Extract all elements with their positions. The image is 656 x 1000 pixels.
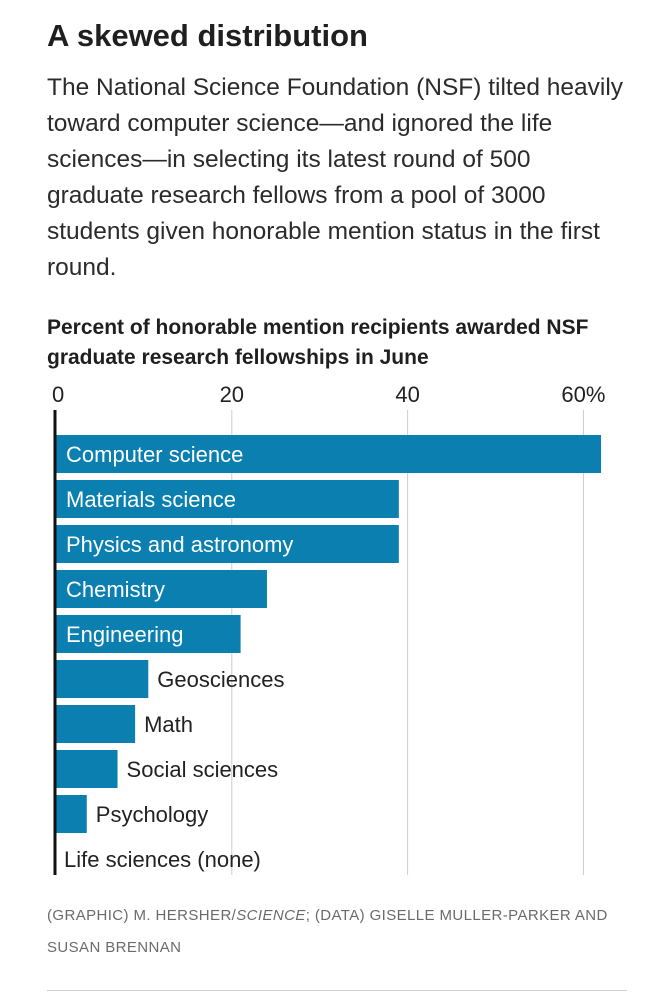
- chart-description: The National Science Foundation (NSF) ti…: [47, 74, 624, 281]
- credit-italic: SCIENCE: [236, 907, 306, 924]
- bar-label: Life sciences (none): [64, 847, 261, 872]
- x-tick-label: 20: [220, 382, 244, 407]
- bars: Computer science Materials science Physics…: [56, 435, 601, 872]
- bar: [56, 435, 601, 473]
- chart-subtitle: Percent of honorable mention recipients …: [47, 316, 589, 369]
- bar-label: Social sciences: [127, 757, 279, 782]
- bar-label: Geosciences: [157, 667, 284, 692]
- x-tick-labels: 0 20 40 60%: [52, 382, 605, 407]
- bar-label: Physics and astronomy: [66, 532, 293, 557]
- bar-label: Psychology: [96, 802, 209, 827]
- bar: [56, 615, 241, 653]
- bar: [56, 480, 399, 518]
- bar: [56, 795, 87, 833]
- bar-label: Chemistry: [66, 577, 165, 602]
- bottom-divider: [47, 990, 627, 991]
- source-credit: (GRAPHIC) M. HERSHER/SCIENCE; (DATA) GIS…: [47, 900, 627, 964]
- bar-label: Materials science: [66, 487, 236, 512]
- credit-prefix: (GRAPHIC) M. HERSHER/: [47, 907, 237, 924]
- bar-label: Math: [144, 712, 193, 737]
- gridlines: [231, 410, 584, 875]
- bar-label: Engineering: [66, 622, 183, 647]
- bar: [56, 525, 399, 563]
- bar: [56, 660, 149, 698]
- x-tick-label: 0: [52, 382, 64, 407]
- credit-suffix: ; (DATA) GISELLE MULLER-PARKER AND SUSAN…: [47, 907, 608, 956]
- bar: [56, 750, 118, 788]
- bar-chart: 0 20 40 60% Computer science Materials scien…: [52, 382, 605, 875]
- bar: [56, 705, 136, 743]
- chart-title: A skewed distribution: [47, 18, 368, 53]
- x-tick-label: 40: [395, 382, 419, 407]
- bar-label: Computer science: [66, 442, 243, 467]
- bar: [56, 570, 267, 608]
- x-tick-label: 60%: [561, 382, 605, 407]
